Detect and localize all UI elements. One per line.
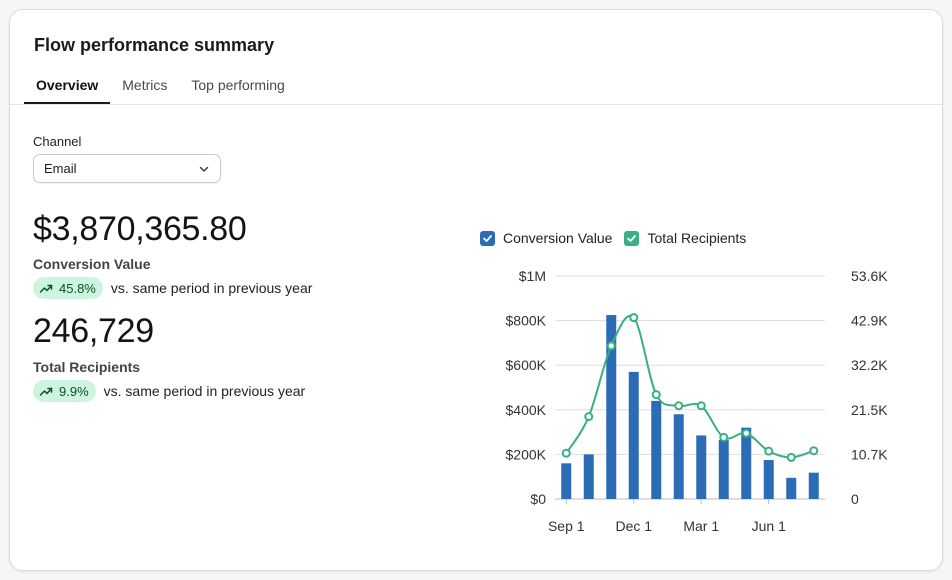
bar [606, 315, 617, 499]
x-tick-label: Mar 1 [683, 518, 719, 534]
line-point [606, 341, 616, 351]
line-point [764, 446, 774, 456]
bar [696, 435, 707, 499]
channel-select[interactable]: Email [33, 154, 221, 183]
channel-label: Channel [33, 134, 82, 149]
legend-total-recipients[interactable]: Total Recipients [624, 230, 746, 246]
line-point [674, 401, 684, 411]
y-left-tick-label: $600K [506, 357, 547, 373]
card-title: Flow performance summary [34, 35, 275, 55]
y-left-tick-label: $200K [506, 446, 547, 462]
change-badge: 45.8% [33, 277, 103, 299]
bar [651, 400, 662, 499]
x-tick-label: Sep 1 [548, 518, 585, 534]
bar [763, 459, 774, 499]
bar [741, 427, 752, 499]
performance-card: Flow performance summary Overview Metric… [9, 9, 943, 571]
y-left-tick-label: $400K [506, 402, 547, 418]
legend-conversion-value[interactable]: Conversion Value [480, 230, 612, 246]
line-point [719, 432, 729, 442]
line-point [786, 452, 796, 462]
chart-legend: Conversion Value Total Recipients [480, 230, 758, 246]
y-right-tick-label: 10.7K [851, 446, 888, 462]
y-left-tick-label: $0 [530, 491, 546, 507]
y-right-tick-label: 21.5K [851, 402, 888, 418]
line-point [629, 313, 639, 323]
tab-overview[interactable]: Overview [24, 76, 111, 104]
line-point [651, 390, 661, 400]
total-recipients-comparison: 9.9% vs. same period in previous year [33, 380, 305, 402]
y-right-tick-label: 53.6K [851, 268, 888, 284]
checkbox-checked-icon[interactable] [624, 230, 640, 246]
bar [786, 477, 797, 499]
conversion-value-comparison: 45.8% vs. same period in previous year [33, 277, 312, 299]
change-value: 9.9% [59, 383, 89, 399]
total-recipients-label: Total Recipients [33, 359, 141, 375]
comparison-text: vs. same period in previous year [103, 383, 306, 399]
tab-bar: Overview Metrics Top performing [24, 76, 297, 104]
channel-select-value: Email [44, 161, 77, 176]
checkbox-checked-icon[interactable] [480, 230, 495, 246]
bar [561, 463, 572, 499]
y-right-tick-label: 42.9K [851, 313, 888, 329]
x-tick-label: Dec 1 [615, 518, 652, 534]
x-tick-label: Jun 1 [752, 518, 786, 534]
series-line [565, 314, 815, 459]
y-left-tick-label: $800K [506, 313, 547, 329]
combo-chart: $0 0 $200K 10.7K $400K 21.5K $600K 32.2K $800K 42… [506, 268, 889, 534]
y-right-tick-label: 0 [851, 491, 859, 507]
tab-divider [10, 104, 942, 105]
conversion-value-label: Conversion Value [33, 256, 151, 272]
trend-up-icon [39, 284, 53, 293]
total-recipients-amount: 246,729 [33, 312, 154, 350]
legend-label: Total Recipients [647, 230, 747, 246]
y-left-tick-label: $1M [519, 268, 546, 284]
line-point [696, 401, 706, 411]
y-right-tick-label: 32.2K [851, 357, 888, 373]
change-value: 45.8% [59, 280, 96, 296]
bar [673, 414, 684, 499]
chevron-down-icon [199, 166, 209, 172]
conversion-value-amount: $3,870,365.80 [33, 210, 247, 248]
tab-top-performing[interactable]: Top performing [191, 77, 285, 93]
line-point [809, 446, 819, 456]
legend-label: Conversion Value [503, 230, 613, 246]
line-point [741, 428, 751, 438]
bar [628, 371, 639, 499]
comparison-text: vs. same period in previous year [110, 280, 313, 296]
change-badge: 9.9% [33, 380, 96, 402]
line-point [561, 448, 571, 458]
tab-metrics[interactable]: Metrics [122, 77, 168, 93]
bar [583, 454, 594, 499]
trend-up-icon [39, 387, 53, 396]
bar [808, 472, 819, 499]
bar [718, 439, 729, 499]
line-point [584, 412, 594, 422]
